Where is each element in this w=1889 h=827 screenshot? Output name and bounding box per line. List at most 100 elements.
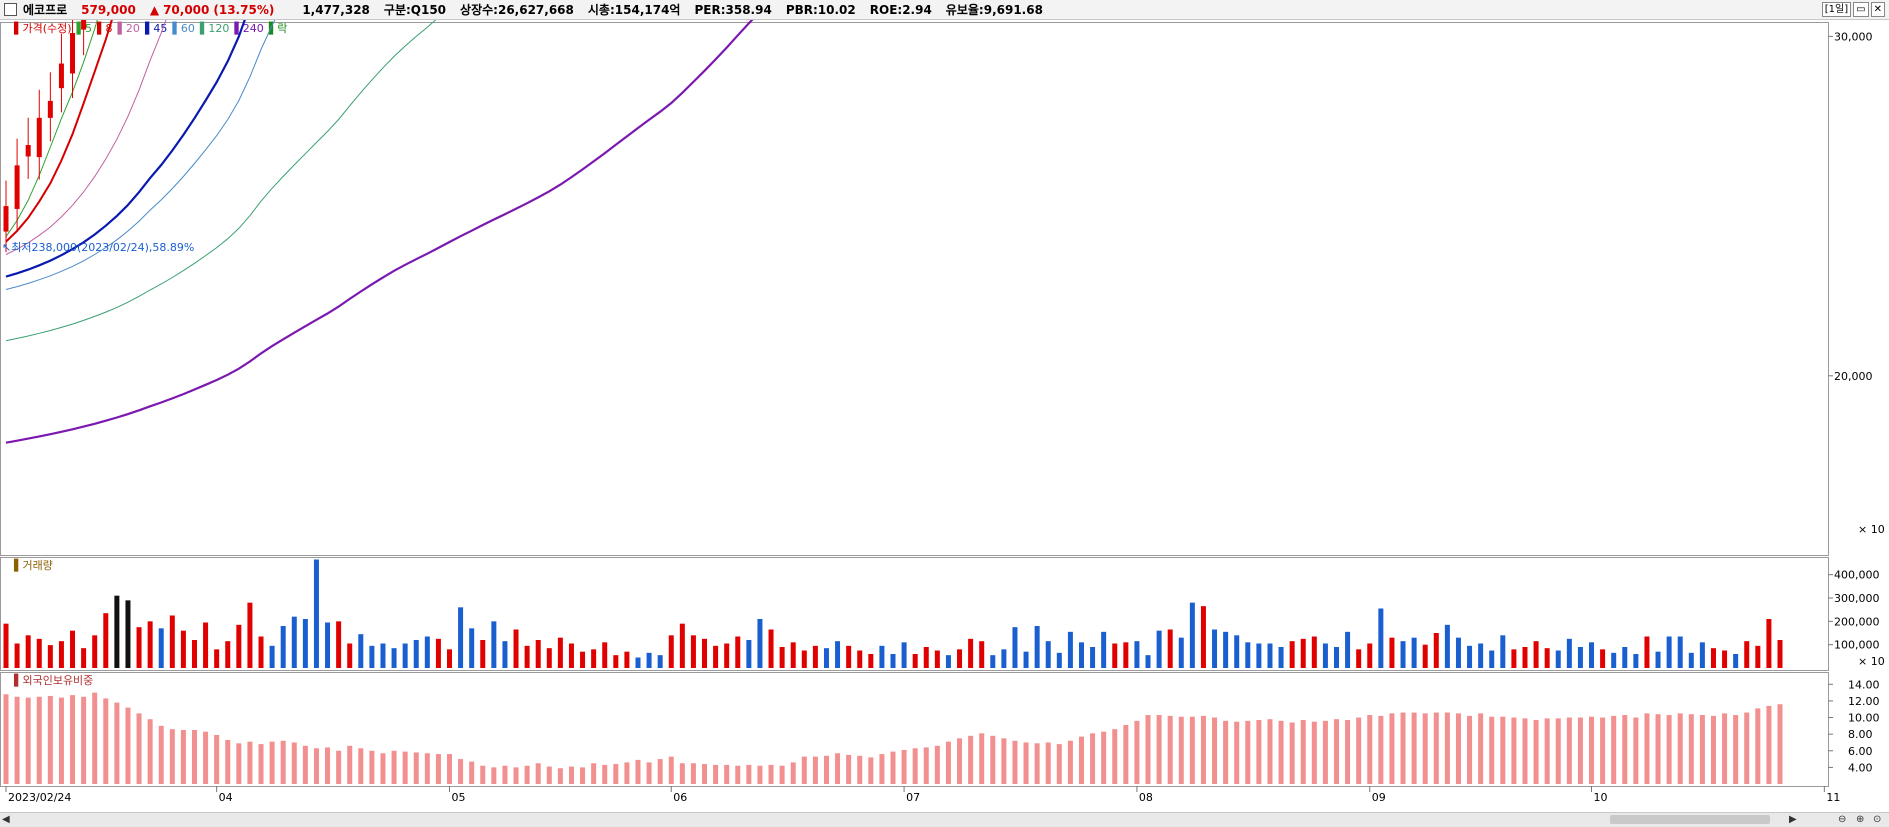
date-label: 04 — [219, 791, 233, 804]
volume-bar — [946, 655, 951, 668]
foreign-bar — [1112, 729, 1117, 784]
foreign-bar — [791, 762, 796, 784]
foreign-bar — [913, 748, 918, 784]
volume-bar — [1334, 647, 1339, 668]
scrollbar-thumb[interactable] — [1610, 815, 1770, 824]
date-label: 2023/02/24 — [8, 791, 71, 804]
foreign-bar — [92, 693, 97, 784]
foreign-bar — [879, 754, 884, 784]
legend-item-7: ▌240 — [233, 21, 263, 35]
foreign-bar — [1146, 715, 1151, 784]
foreign-bar — [1035, 743, 1040, 784]
volume-bar — [990, 655, 995, 668]
low-annotation: ↖최저238,000(2023/02/24),58.89% — [2, 241, 194, 254]
foreign-tick-label: 10.00 — [1848, 712, 1880, 725]
volume-bar — [879, 646, 884, 668]
volume-bar — [70, 631, 75, 668]
foreign-bar — [580, 767, 585, 784]
volume-bar — [1389, 638, 1394, 668]
volume-bar — [525, 646, 530, 668]
volume-bar — [602, 642, 607, 668]
stock-chart[interactable]: ▌가격(수정)▌5▌8▌20▌45▌60▌120▌240▌락30,00020,0… — [0, 20, 1889, 812]
volume-bar — [15, 644, 20, 669]
volume-bar — [1090, 647, 1095, 668]
volume-bar — [1179, 638, 1184, 668]
volume-bar — [114, 596, 119, 668]
foreign-bar — [624, 762, 629, 784]
zoom-reset-icon[interactable]: ⊙ — [1873, 814, 1881, 825]
foreign-bar — [1134, 721, 1139, 784]
foreign-bar — [1267, 719, 1272, 784]
foreign-tick-label: 12.00 — [1848, 695, 1880, 708]
foreign-bar — [1633, 718, 1638, 784]
foreign-bar — [1046, 742, 1051, 784]
volume-bar — [1412, 638, 1417, 668]
listed-shares: 상장수:26,627,668 — [460, 1, 574, 18]
volume-bar — [292, 617, 297, 668]
volume-bar — [824, 648, 829, 668]
period-button[interactable]: [1일] — [1822, 2, 1851, 17]
price-pane[interactable]: ▌가격(수정)▌5▌8▌20▌45▌60▌120▌240▌락30,00020,0… — [1, 20, 1889, 556]
volume-bar — [1711, 648, 1716, 668]
price-change: ▲70,000(13.75%) — [150, 3, 289, 17]
date-label: 11 — [1826, 791, 1840, 804]
foreign-bar — [1556, 718, 1561, 784]
volume-bar — [1778, 640, 1783, 668]
legend-item-0: ▌가격(수정) — [13, 21, 72, 35]
foreign-bar — [4, 694, 9, 784]
volume-bar — [469, 628, 474, 668]
foreign-bar — [1644, 713, 1649, 784]
foreign-bar — [37, 697, 42, 784]
foreign-bar — [480, 766, 485, 784]
stock-name[interactable]: 에코프로 — [23, 1, 67, 18]
foreign-tick-label: 14.00 — [1848, 678, 1880, 691]
volume-bar — [1622, 647, 1627, 668]
foreign-bar — [192, 730, 197, 784]
volume-unit-note: × 10 — [1858, 655, 1885, 668]
scroll-right-icon[interactable]: ▶ — [1789, 814, 1797, 825]
foreign-bar — [15, 697, 20, 784]
foreign-bar — [1689, 714, 1694, 784]
candle-body — [48, 101, 53, 118]
foreign-bar — [392, 751, 397, 784]
select-checkbox[interactable] — [4, 3, 17, 16]
close-icon[interactable]: ✕ — [1871, 2, 1885, 17]
foreign-bar — [425, 753, 430, 784]
volume-bar — [1500, 635, 1505, 668]
zoom-out-icon[interactable]: ⊖ — [1838, 814, 1846, 825]
volume-bar — [569, 644, 574, 669]
volume-bar — [514, 630, 519, 669]
price-unit-note: × 10 — [1858, 523, 1885, 536]
foreign-bar — [1057, 744, 1062, 784]
volume-bar — [802, 651, 807, 669]
foreign-bar — [835, 753, 840, 784]
change-percent: (13.75%) — [213, 3, 274, 17]
foreign-bar — [514, 767, 519, 784]
volume-bar — [314, 560, 319, 669]
minimize-icon[interactable]: ▭ — [1853, 2, 1868, 17]
price-tick-label: 20,000 — [1834, 370, 1873, 383]
zoom-in-icon[interactable]: ⊕ — [1856, 814, 1864, 825]
scroll-left-icon[interactable]: ◀ — [2, 814, 10, 825]
foreign-bar — [813, 757, 818, 784]
foreign-bar — [802, 757, 807, 784]
chart-scrollbar[interactable]: ◀ ▶ ⊖ ⊕ ⊙ — [0, 812, 1889, 827]
foreign-bar — [236, 743, 241, 784]
volume-bar — [170, 616, 175, 669]
foreign-tick-label: 4.00 — [1848, 761, 1873, 774]
volume-bar — [1600, 649, 1605, 668]
price-tick-label: 30,000 — [1834, 30, 1873, 43]
volume-tick-label: 400,000 — [1834, 569, 1880, 582]
volume-bar — [81, 648, 86, 668]
volume-bar — [1766, 619, 1771, 668]
volume-bar — [1367, 644, 1372, 669]
foreign-bar — [1578, 718, 1583, 784]
foreign-bar — [990, 736, 995, 784]
foreign-bar — [658, 759, 663, 784]
volume-bar — [1245, 642, 1250, 668]
foreign-bar — [1334, 719, 1339, 784]
volume-bar — [1345, 632, 1350, 668]
volume-bar — [1312, 637, 1317, 669]
